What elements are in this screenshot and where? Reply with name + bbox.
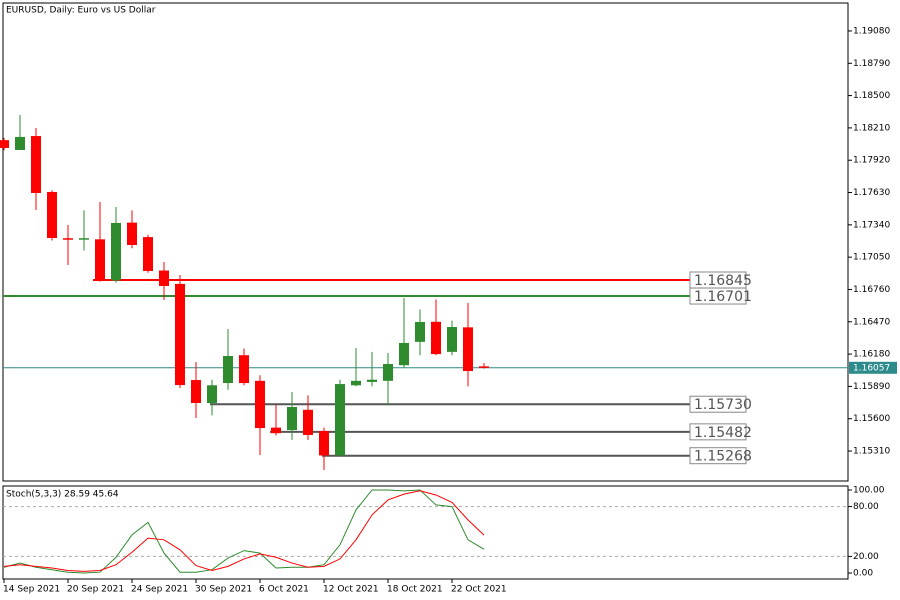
stoch-panel [2, 485, 849, 580]
y-tick-label: 1.15600 [853, 414, 890, 424]
y-tick-label: 1.18210 [853, 123, 890, 133]
level-box [689, 423, 747, 441]
y-tick-label: 1.15890 [853, 382, 890, 392]
candle-body [431, 321, 441, 355]
candle-body [255, 380, 265, 429]
candle-body [351, 380, 361, 386]
candle-body [415, 322, 425, 342]
current-price-label: 1.16057 [853, 363, 890, 373]
candle-body [271, 427, 281, 434]
main-panel [2, 2, 849, 482]
candle-body [47, 191, 57, 238]
y-tick-label: 0.00 [853, 569, 873, 579]
candle-body [463, 327, 473, 372]
candle-body [15, 136, 25, 150]
y-tick-label: 80.00 [853, 502, 879, 512]
candle-body [207, 385, 217, 404]
y-tick-label: 1.19080 [853, 26, 890, 36]
candle-body [63, 238, 73, 240]
y-tick-label: 100.00 [853, 485, 885, 495]
x-tick-label: 18 Oct 2021 [387, 585, 443, 595]
y-tick-label: 1.18500 [853, 91, 890, 101]
candle-body [111, 222, 121, 281]
candle-body [319, 430, 329, 456]
candle-body [0, 140, 9, 148]
x-tick-label: 20 Sep 2021 [67, 585, 124, 595]
level-label: 1.16845 [694, 273, 752, 289]
x-tick-label: 24 Sep 2021 [131, 585, 188, 595]
candle-body [143, 237, 153, 271]
level-label: 1.15482 [694, 425, 752, 441]
candle-body [95, 239, 105, 281]
level-label: 1.15268 [694, 449, 752, 465]
level-label: 1.15730 [694, 397, 752, 413]
candle-body [159, 270, 169, 287]
candle-body [79, 238, 89, 240]
current-price-box [849, 361, 897, 374]
y-tick-label: 1.16180 [853, 350, 890, 360]
y-tick-label: 1.18790 [853, 59, 890, 69]
level-box [689, 395, 747, 413]
y-tick-label: 1.16470 [853, 317, 890, 327]
candle-body [367, 379, 377, 382]
y-tick-label: 1.16760 [853, 285, 890, 295]
level-box [689, 447, 747, 465]
chart-title: EURUSD, Daily: Euro vs US Dollar [6, 6, 156, 16]
candle-body [31, 136, 41, 193]
y-tick-label: 1.15310 [853, 447, 890, 457]
candle-body [447, 327, 457, 352]
y-tick-label: 20.00 [853, 552, 879, 562]
stoch-line [3, 490, 485, 572]
candle-body [479, 366, 489, 368]
level-box [689, 287, 747, 305]
y-tick-label: 1.17920 [853, 156, 890, 166]
indicator-title: Stoch(5,3,3) 28.59 45.64 [6, 490, 119, 500]
x-tick-label: 12 Oct 2021 [323, 585, 379, 595]
candle-body [127, 222, 137, 246]
y-tick-label: 1.17630 [853, 188, 890, 198]
candle-body [239, 355, 249, 384]
candle-body [175, 283, 185, 386]
candle-body [303, 409, 313, 435]
x-tick-label: 6 Oct 2021 [259, 585, 309, 595]
level-label: 1.16701 [694, 289, 752, 305]
candle-body [223, 355, 233, 384]
candle-body [399, 342, 409, 366]
x-tick-label: 14 Sep 2021 [3, 585, 60, 595]
candle-body [383, 364, 393, 381]
candle-body [335, 384, 345, 456]
x-tick-label: 30 Sep 2021 [195, 585, 252, 595]
x-tick-label: 22 Oct 2021 [451, 585, 507, 595]
stoch-line [3, 489, 485, 574]
candle-body [191, 380, 201, 404]
y-tick-label: 1.17050 [853, 253, 890, 263]
candle-body [287, 407, 297, 431]
y-tick-label: 1.17340 [853, 220, 890, 230]
